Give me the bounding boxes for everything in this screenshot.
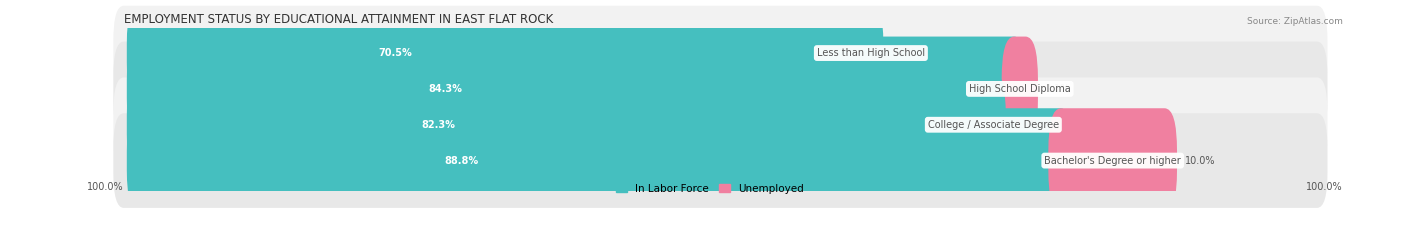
Text: 1.1%: 1.1% <box>1046 84 1070 94</box>
FancyBboxPatch shape <box>127 108 1073 213</box>
FancyBboxPatch shape <box>114 113 1327 208</box>
Text: 10.0%: 10.0% <box>1185 156 1216 166</box>
FancyBboxPatch shape <box>1049 108 1177 213</box>
FancyBboxPatch shape <box>1001 37 1038 141</box>
Text: 70.5%: 70.5% <box>378 48 412 58</box>
Text: 0.0%: 0.0% <box>891 48 917 58</box>
Text: 0.0%: 0.0% <box>1014 120 1039 130</box>
Text: High School Diploma: High School Diploma <box>969 84 1071 94</box>
FancyBboxPatch shape <box>127 1 883 105</box>
Text: College / Associate Degree: College / Associate Degree <box>928 120 1059 130</box>
Text: Bachelor's Degree or higher: Bachelor's Degree or higher <box>1045 156 1181 166</box>
Legend: In Labor Force, Unemployed: In Labor Force, Unemployed <box>616 184 804 194</box>
Text: EMPLOYMENT STATUS BY EDUCATIONAL ATTAINMENT IN EAST FLAT ROCK: EMPLOYMENT STATUS BY EDUCATIONAL ATTAINM… <box>124 13 553 26</box>
FancyBboxPatch shape <box>127 37 1026 141</box>
Text: 88.8%: 88.8% <box>444 156 479 166</box>
Text: Less than High School: Less than High School <box>817 48 925 58</box>
Text: Source: ZipAtlas.com: Source: ZipAtlas.com <box>1247 17 1343 26</box>
Text: 100.0%: 100.0% <box>87 182 124 192</box>
FancyBboxPatch shape <box>127 72 1005 177</box>
FancyBboxPatch shape <box>114 41 1327 136</box>
FancyBboxPatch shape <box>114 77 1327 172</box>
Text: 100.0%: 100.0% <box>1306 182 1343 192</box>
FancyBboxPatch shape <box>114 6 1327 100</box>
Text: 82.3%: 82.3% <box>422 120 456 130</box>
Text: 84.3%: 84.3% <box>429 84 463 94</box>
